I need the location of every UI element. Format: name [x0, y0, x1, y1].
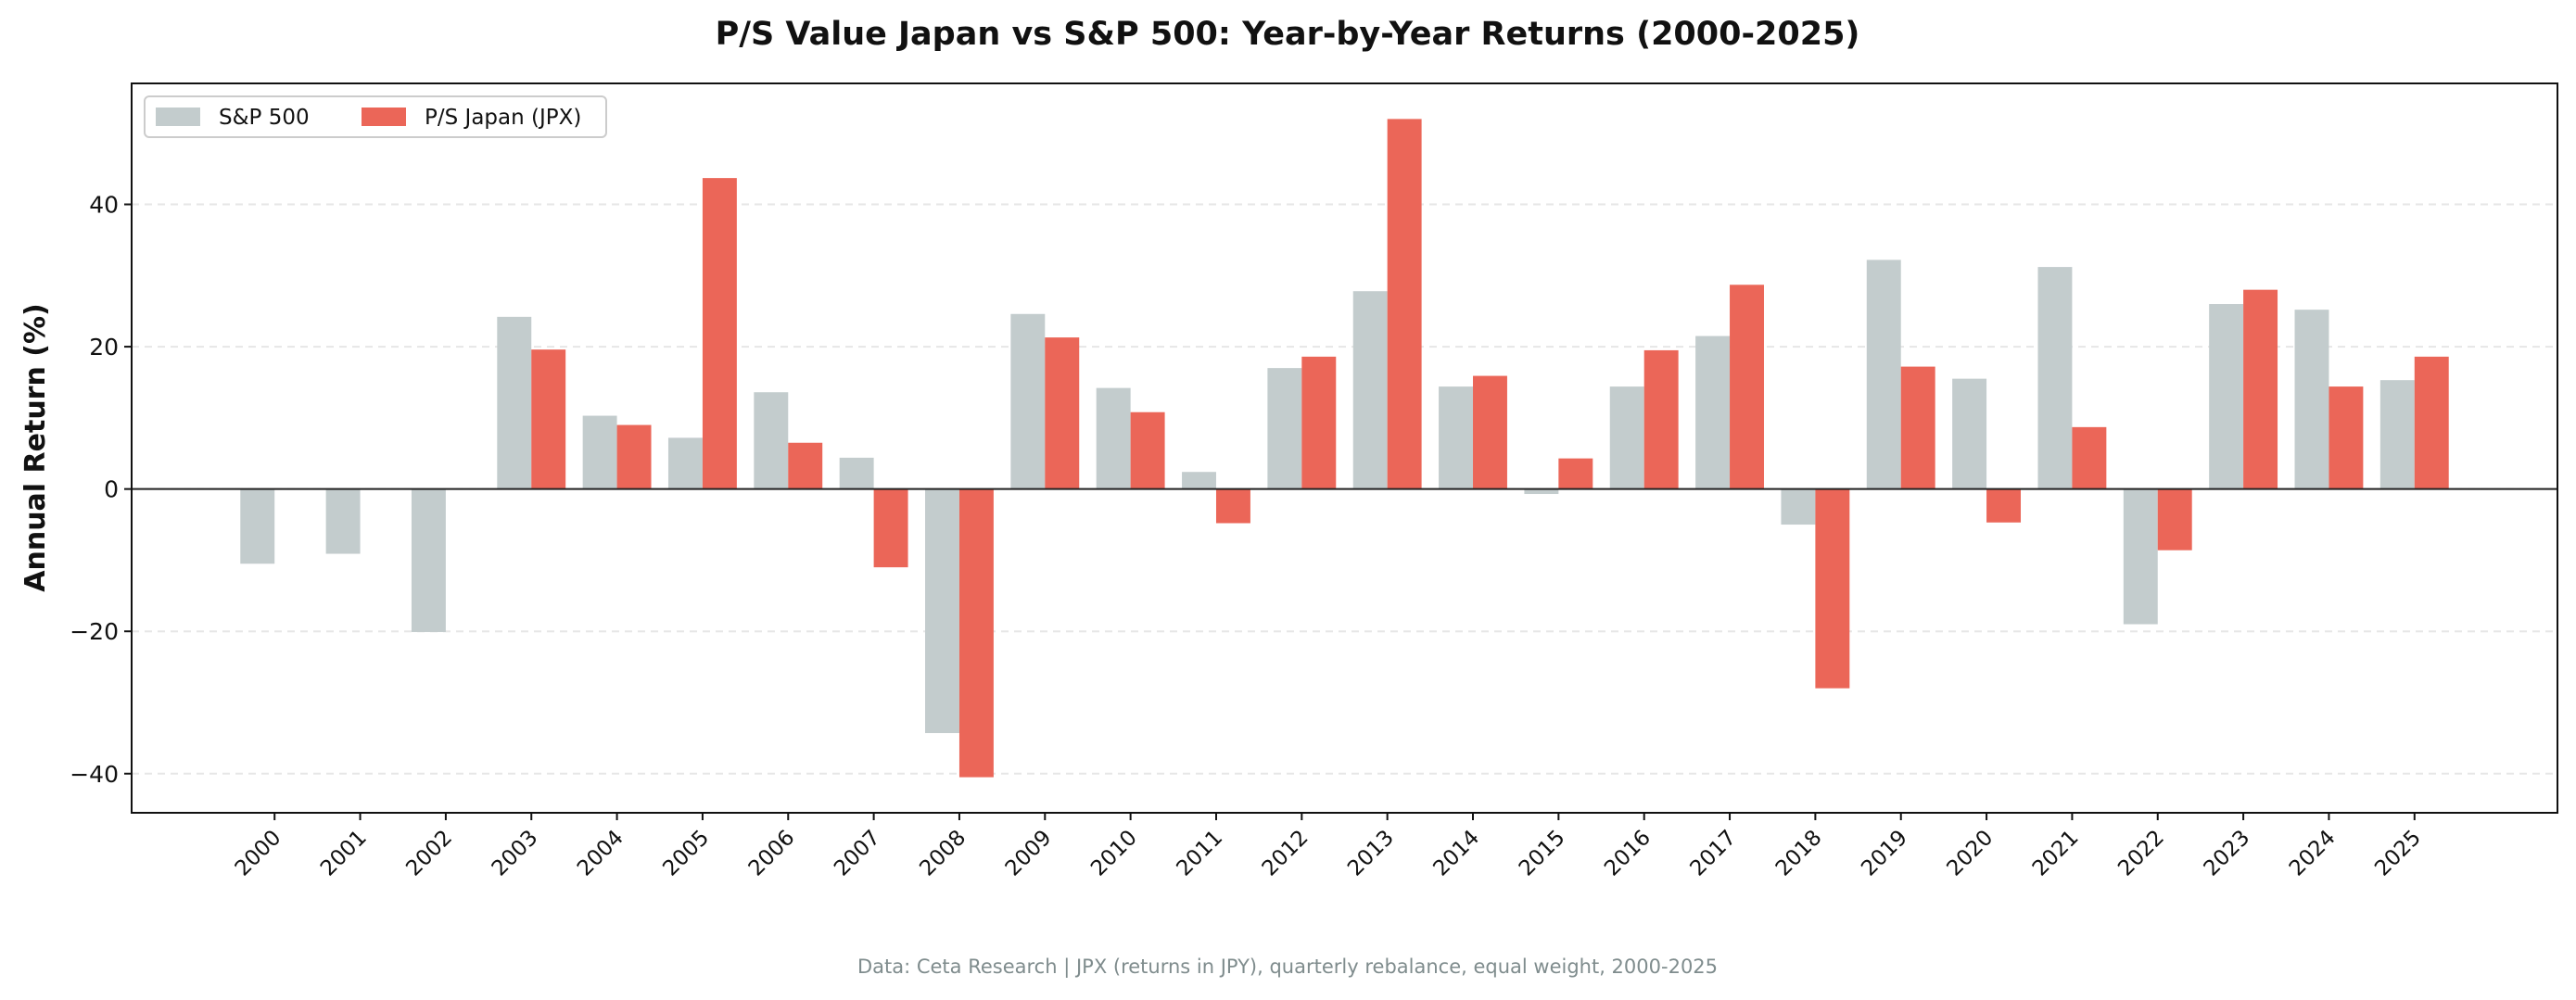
x-tick-label: 2010 [1086, 826, 1142, 881]
bar-sp500-2017 [1695, 335, 1731, 489]
bar-jpx-2024 [2329, 386, 2364, 489]
x-tick-label: 2006 [744, 826, 800, 881]
legend-swatch-jpx [362, 108, 406, 126]
chart-title: P/S Value Japan vs S&P 500: Year-by-Year… [716, 16, 1860, 53]
x-tick-label: 2023 [2200, 826, 2255, 881]
x-tick-label: 2018 [1771, 826, 1827, 881]
bar-sp500-2006 [754, 392, 789, 489]
x-tick-label: 2008 [915, 826, 971, 881]
x-tick-label: 2012 [1258, 826, 1313, 881]
x-tick-label: 2022 [2113, 826, 2169, 881]
legend-label-jpx: P/S Japan (JPX) [425, 106, 581, 130]
x-tick-label: 2000 [231, 826, 286, 881]
x-tick-label: 2004 [573, 826, 628, 881]
bar-jpx-2015 [1558, 458, 1593, 489]
bar-sp500-2000 [240, 488, 275, 564]
bar-jpx-2019 [1900, 366, 1935, 489]
x-tick-label: 2020 [1943, 826, 1999, 881]
bar-sp500-2008 [925, 488, 959, 734]
bar-sp500-2019 [1866, 259, 1901, 489]
bar-jpx-2012 [1301, 356, 1337, 489]
legend-label-sp500: S&P 500 [219, 106, 310, 130]
bar-sp500-2010 [1096, 387, 1131, 489]
bar-sp500-2022 [2123, 488, 2158, 625]
x-tick-label: 2001 [316, 826, 372, 881]
bar-jpx-2008 [958, 488, 994, 778]
bar-jpx-2021 [2072, 426, 2107, 489]
bar-sp500-2002 [411, 488, 446, 632]
bar-jpx-2004 [616, 424, 652, 489]
bar-sp500-2011 [1182, 472, 1216, 489]
bar-sp500-2009 [1010, 313, 1046, 489]
y-ticks: −40 −20 0 20 40 [70, 192, 132, 788]
bar-jpx-2020 [1986, 488, 2022, 523]
x-tick-label: 2017 [1686, 826, 1742, 881]
x-tick-label: 2024 [2285, 826, 2341, 881]
bar-sp500-2004 [582, 415, 617, 489]
bar-sp500-2018 [1781, 488, 1816, 525]
bar-jpx-2010 [1130, 411, 1165, 489]
bar-jpx-2022 [2157, 488, 2192, 551]
y-tick-label: 0 [104, 476, 119, 503]
bar-sp500-2023 [2209, 304, 2244, 489]
bar-jpx-2011 [1215, 488, 1250, 524]
bar-sp500-2021 [2037, 267, 2073, 489]
x-tick-label: 2016 [1600, 826, 1656, 881]
bar-sp500-2016 [1609, 386, 1644, 489]
y-tick-label: −20 [70, 618, 119, 645]
x-tick-label: 2014 [1428, 826, 1484, 881]
bar-jpx-2013 [1387, 119, 1422, 489]
x-ticks: 2000 2001 2002 2003 2004 2005 2006 2007 2008 2009… [231, 813, 2426, 881]
bar-jpx-2007 [873, 488, 908, 568]
bar-sp500-2024 [2294, 310, 2329, 489]
bar-sp500-2014 [1439, 386, 1474, 489]
x-tick-label: 2005 [658, 826, 714, 881]
y-tick-label: 20 [89, 334, 119, 361]
bar-jpx-2005 [702, 178, 737, 489]
x-tick-label: 2002 [401, 826, 457, 881]
x-tick-label: 2021 [2028, 826, 2084, 881]
x-tick-label: 2007 [830, 826, 885, 881]
bar-sp500-2005 [667, 437, 703, 489]
legend: S&P 500 P/S Japan (JPX) [144, 95, 607, 138]
legend-swatch-sp500 [156, 108, 200, 126]
bar-jpx-2014 [1473, 375, 1507, 489]
x-tick-label: 2013 [1343, 826, 1399, 881]
bar-sp500-2015 [1524, 488, 1559, 495]
bar-sp500-2020 [1952, 378, 1987, 489]
bar-sp500-2012 [1267, 368, 1302, 489]
bar-jpx-2009 [1045, 337, 1080, 489]
bar-sp500-2003 [497, 316, 532, 489]
footnote: Data: Ceta Research | JPX (returns in JP… [857, 956, 1718, 979]
y-tick-label: 40 [89, 192, 119, 219]
y-tick-label: −40 [70, 761, 119, 788]
x-tick-label: 2015 [1515, 826, 1570, 881]
x-tick-label: 2009 [1001, 826, 1057, 881]
bar-jpx-2018 [1815, 488, 1850, 689]
bar-sp500-2001 [325, 488, 361, 554]
x-tick-label: 2025 [2370, 826, 2426, 881]
bar-jpx-2003 [531, 349, 566, 489]
bar-jpx-2006 [788, 442, 823, 489]
bar-jpx-2016 [1643, 349, 1679, 489]
bar-jpx-2023 [2243, 289, 2278, 489]
x-tick-label: 2019 [1857, 826, 1912, 881]
y-axis-label: Annual Return (%) [19, 303, 52, 591]
bar-jpx-2017 [1730, 285, 1764, 489]
bar-sp500-2013 [1352, 291, 1388, 489]
bars [240, 119, 2449, 778]
bar-sp500-2025 [2379, 380, 2415, 489]
bar-jpx-2025 [2414, 356, 2449, 489]
plot-frame [131, 82, 2558, 814]
bar-sp500-2007 [839, 457, 874, 489]
x-tick-label: 2011 [1172, 826, 1227, 881]
x-tick-label: 2003 [488, 826, 543, 881]
